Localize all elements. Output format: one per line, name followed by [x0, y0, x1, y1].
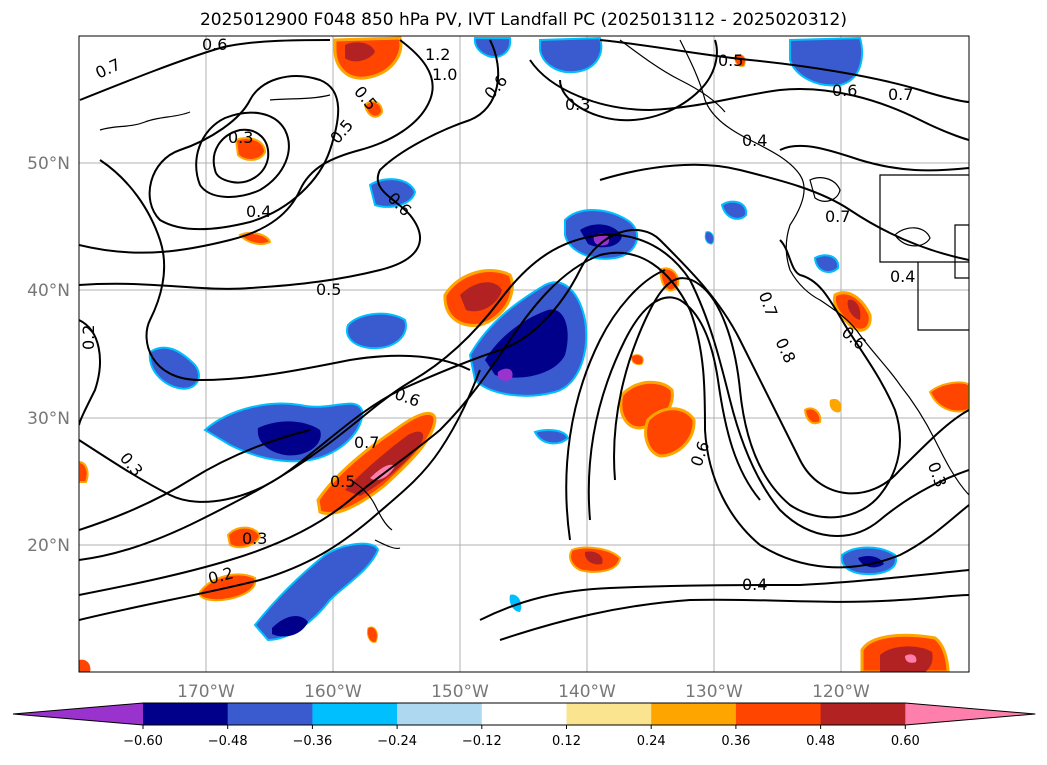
colorbar-tick-label: −0.60: [123, 734, 163, 749]
coastlines: [99, 39, 969, 550]
lon-label-120w: 120°W: [812, 682, 870, 702]
contour-label: 0.4: [742, 575, 767, 594]
contour-label: 0.2: [79, 325, 98, 350]
colorbar-tick-label: 0.12: [552, 734, 581, 749]
contour-label: 1.0: [432, 65, 457, 84]
contour-label: 1.2: [425, 45, 450, 64]
map-panel: 0.6 0.7 1.2 1.0 0.6 0.5 0.3 0.6 0.7 0.5 …: [78, 35, 970, 673]
lon-label-170w: 170°W: [177, 682, 235, 702]
colorbar: −0.60 −0.48 −0.36 −0.24 −0.12 0.12 0.24 0.36 0.4…: [12, 702, 1036, 749]
lon-label-130w: 130°W: [685, 682, 743, 702]
lat-label-50n: 50°N: [27, 154, 70, 174]
contour-label: 0.3: [565, 95, 590, 114]
colorbar-extend-max: [905, 703, 1036, 725]
contour-label: 0.4: [246, 202, 271, 221]
lon-label-160w: 160°W: [304, 682, 362, 702]
contour-label: 0.3: [242, 529, 267, 548]
colorbar-swatch: [651, 703, 737, 725]
colorbar-tick-label: 0.36: [721, 734, 750, 749]
contour-label: 0.5: [316, 280, 341, 299]
colorbar-tick-label: 0.60: [891, 734, 920, 749]
positive-pv-shading: [79, 36, 969, 672]
colorbar-tick-label: 0.24: [637, 734, 666, 749]
lat-label-40n: 40°N: [27, 281, 70, 301]
colorbar-swatch: [312, 703, 398, 725]
ivt-contours: [79, 39, 969, 641]
lat-label-30n: 30°N: [27, 409, 70, 429]
colorbar-tick-label: −0.12: [462, 734, 502, 749]
lon-label-140w: 140°W: [558, 682, 616, 702]
contour-label: 0.7: [825, 207, 850, 226]
colorbar-extend-min: [13, 703, 143, 725]
colorbar-swatch: [820, 703, 906, 725]
contour-label: 0.5: [330, 472, 355, 491]
contour-label: 0.7: [888, 85, 913, 104]
colorbar-tick-label: −0.36: [292, 734, 332, 749]
map-frame: [78, 35, 970, 673]
contour-label: 0.5: [718, 51, 743, 70]
longitude-labels: 170°W 160°W 150°W 140°W 130°W 120°W: [177, 682, 870, 702]
contour-label: 0.6: [202, 35, 227, 54]
colorbar-swatch: [566, 703, 652, 725]
colorbar-swatch: [735, 703, 822, 725]
colorbar-swatch: [143, 703, 229, 725]
colorbar-tick-label: −0.24: [377, 734, 417, 749]
colorbar-tick-label: −0.48: [208, 734, 248, 749]
colorbar-swatch: [397, 703, 483, 725]
contour-label: 0.7: [354, 433, 379, 452]
contour-label: 0.3: [228, 128, 253, 147]
contour-label: 0.6: [832, 81, 857, 100]
latitude-labels: 50°N 40°N 30°N 20°N: [27, 154, 70, 556]
contour-label: 0.4: [890, 267, 915, 286]
map-title: 2025012900 F048 850 hPa PV, IVT Landfall…: [199, 10, 847, 30]
colorbar-tick-label: 0.48: [806, 734, 835, 749]
lon-label-150w: 150°W: [431, 682, 489, 702]
contour-label: 0.4: [742, 131, 767, 150]
lat-label-20n: 20°N: [27, 536, 70, 556]
colorbar-swatch: [227, 703, 313, 725]
colorbar-swatch: [481, 703, 567, 725]
